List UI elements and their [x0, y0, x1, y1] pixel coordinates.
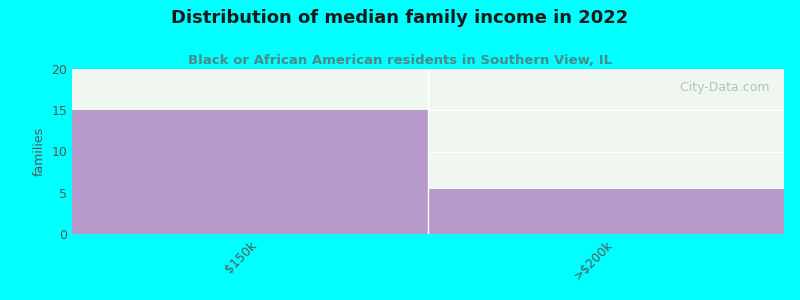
Text: Black or African American residents in Southern View, IL: Black or African American residents in S… — [188, 54, 612, 67]
Text: City-Data.com: City-Data.com — [672, 80, 770, 94]
Bar — [72, 110, 428, 234]
Bar — [428, 189, 784, 234]
Text: Distribution of median family income in 2022: Distribution of median family income in … — [171, 9, 629, 27]
Y-axis label: families: families — [33, 127, 46, 176]
